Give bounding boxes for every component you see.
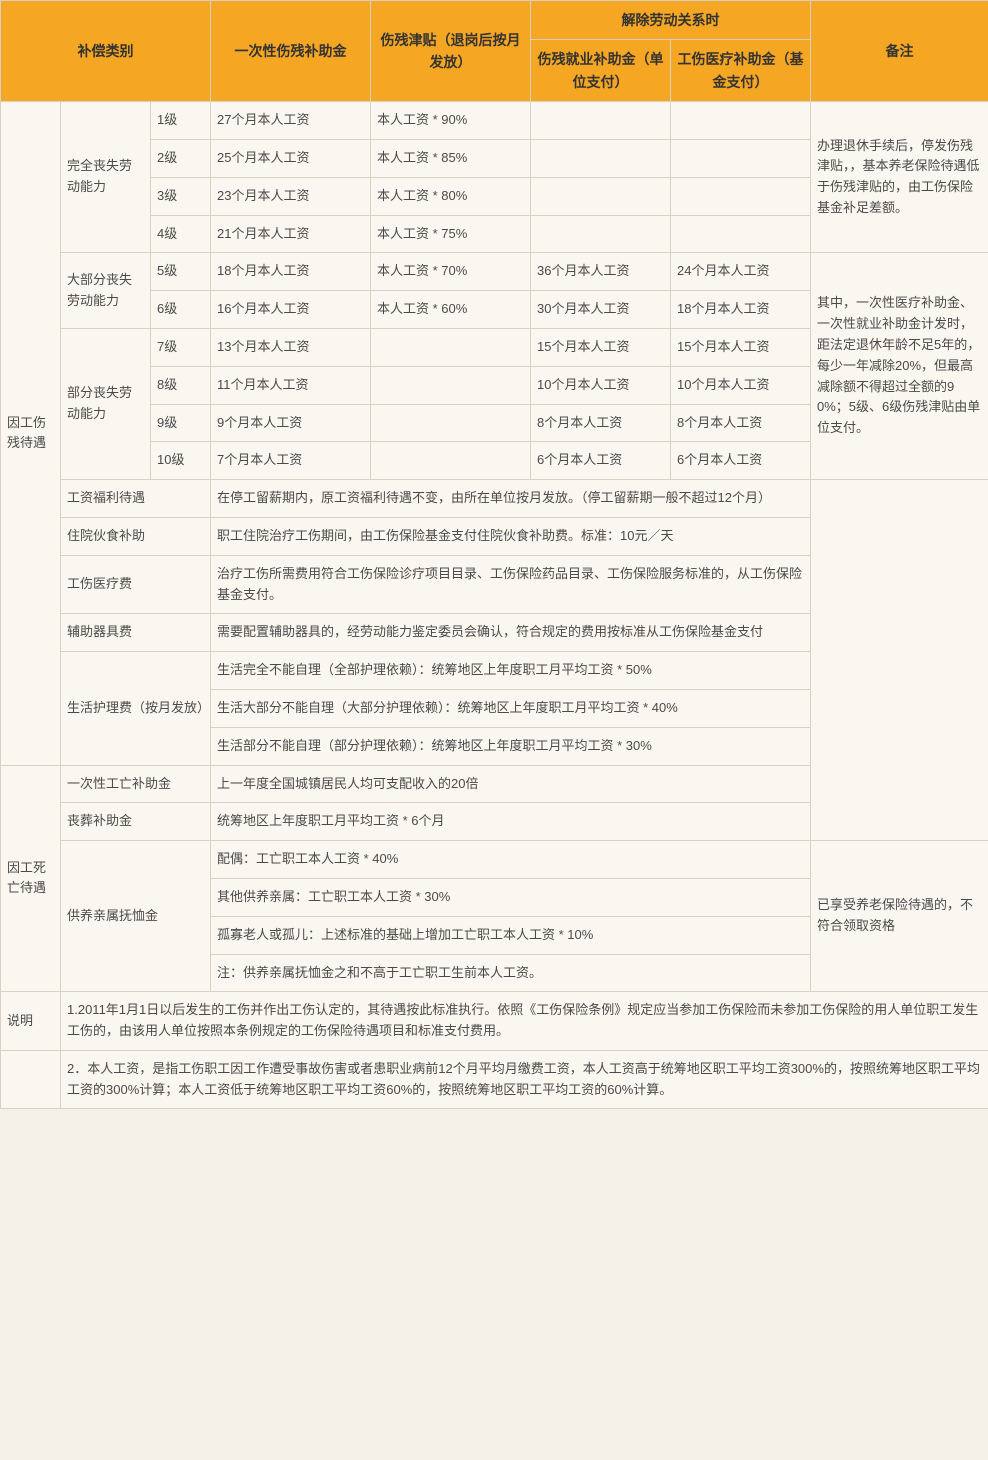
level-cell: 4级 — [151, 215, 211, 253]
pension-label: 供养亲属抚恤金 — [61, 841, 211, 992]
data-cell: 本人工资 * 70% — [371, 253, 531, 291]
header-employment-subsidy: 伤残就业补助金（单位支付） — [531, 40, 671, 102]
data-cell — [531, 102, 671, 140]
data-cell — [371, 366, 531, 404]
data-cell — [671, 177, 811, 215]
header-allowance: 伤残津贴（退岗后按月发放） — [371, 1, 531, 102]
extra-label: 住院伙食补助 — [61, 517, 211, 555]
data-cell: 11个月本人工资 — [211, 366, 371, 404]
data-cell: 8个月本人工资 — [531, 404, 671, 442]
data-cell — [671, 139, 811, 177]
nursing-text: 生活大部分不能自理（大部分护理依赖）：统筹地区上年度职工月平均工资 * 40% — [211, 689, 811, 727]
section-disability-label: 因工伤残待遇 — [1, 102, 61, 765]
table-row: 大部分丧失劳动能力 5级 18个月本人工资 本人工资 * 70% 36个月本人工… — [1, 253, 988, 291]
pension-text: 注：供养亲属抚恤金之和不高于工亡职工生前本人工资。 — [211, 954, 811, 992]
level-cell: 6级 — [151, 291, 211, 329]
pension-text: 孤寡老人或孤儿：上述标准的基础上增加工亡职工本人工资 * 10% — [211, 916, 811, 954]
extra-text: 在停工留薪期内，原工资福利待遇不变，由所在单位按月发放。（停工留薪期一般不超过1… — [211, 480, 811, 518]
nursing-text: 生活部分不能自理（部分护理依赖）：统筹地区上年度职工月平均工资 * 30% — [211, 727, 811, 765]
data-cell: 15个月本人工资 — [671, 328, 811, 366]
pension-text: 配偶：工亡职工本人工资 * 40% — [211, 841, 811, 879]
level-cell: 1级 — [151, 102, 211, 140]
pension-note: 已享受养老保险待遇的，不符合领取资格 — [811, 841, 988, 992]
notes-label: 说明 — [1, 992, 61, 1051]
data-cell: 18个月本人工资 — [671, 291, 811, 329]
data-cell — [531, 215, 671, 253]
data-cell: 本人工资 * 90% — [371, 102, 531, 140]
nursing-label: 生活护理费（按月发放） — [61, 652, 211, 765]
data-cell: 25个月本人工资 — [211, 139, 371, 177]
data-cell — [531, 139, 671, 177]
extra-label: 工资福利待遇 — [61, 480, 211, 518]
data-cell: 8个月本人工资 — [671, 404, 811, 442]
level-cell: 10级 — [151, 442, 211, 480]
header-termination-group: 解除劳动关系时 — [531, 1, 811, 40]
data-cell — [371, 404, 531, 442]
header-medical-subsidy: 工伤医疗补助金（基金支付） — [671, 40, 811, 102]
data-cell: 36个月本人工资 — [531, 253, 671, 291]
data-cell: 本人工资 * 85% — [371, 139, 531, 177]
table-row: 工资福利待遇 在停工留薪期内，原工资福利待遇不变，由所在单位按月发放。（停工留薪… — [1, 480, 988, 518]
data-cell: 6个月本人工资 — [671, 442, 811, 480]
table-row: 2．本人工资，是指工伤职工因工作遭受事故伤害或者患职业病前12个月平均月缴费工资… — [1, 1050, 988, 1109]
notes-label-empty — [1, 1050, 61, 1109]
notes-text: 2．本人工资，是指工伤职工因工作遭受事故伤害或者患职业病前12个月平均月缴费工资… — [61, 1050, 988, 1109]
group-full-loss-label: 完全丧失劳动能力 — [61, 102, 151, 253]
data-cell: 10个月本人工资 — [531, 366, 671, 404]
data-cell: 10个月本人工资 — [671, 366, 811, 404]
level-cell: 7级 — [151, 328, 211, 366]
death-row-label: 一次性工亡补助金 — [61, 765, 211, 803]
empty-note — [811, 480, 988, 841]
table-row: 供养亲属抚恤金 配偶：工亡职工本人工资 * 40% 已享受养老保险待遇的，不符合… — [1, 841, 988, 879]
data-cell: 6个月本人工资 — [531, 442, 671, 480]
extra-text: 职工住院治疗工伤期间，由工伤保险基金支付住院伙食补助费。标准：10元／天 — [211, 517, 811, 555]
data-cell: 本人工资 * 60% — [371, 291, 531, 329]
level-cell: 2级 — [151, 139, 211, 177]
data-cell: 本人工资 * 75% — [371, 215, 531, 253]
data-cell — [371, 442, 531, 480]
data-cell: 30个月本人工资 — [531, 291, 671, 329]
death-row-text: 统筹地区上年度职工月平均工资 * 6个月 — [211, 803, 811, 841]
data-cell — [671, 215, 811, 253]
header-category: 补偿类别 — [1, 1, 211, 102]
level-cell: 3级 — [151, 177, 211, 215]
data-cell — [671, 102, 811, 140]
death-row-label: 丧葬补助金 — [61, 803, 211, 841]
data-cell: 21个月本人工资 — [211, 215, 371, 253]
extra-label: 工伤医疗费 — [61, 555, 211, 614]
data-cell — [531, 177, 671, 215]
data-cell: 23个月本人工资 — [211, 177, 371, 215]
data-cell: 7个月本人工资 — [211, 442, 371, 480]
level-cell: 5级 — [151, 253, 211, 291]
data-cell: 本人工资 * 80% — [371, 177, 531, 215]
pension-text: 其他供养亲属：工亡职工本人工资 * 30% — [211, 878, 811, 916]
table-row: 说明 1.2011年1月1日以后发生的工伤并作出工伤认定的，其待遇按此标准执行。… — [1, 992, 988, 1051]
group-partial-loss-label: 部分丧失劳动能力 — [61, 328, 151, 479]
data-cell: 13个月本人工资 — [211, 328, 371, 366]
death-row-text: 上一年度全国城镇居民人均可支配收入的20倍 — [211, 765, 811, 803]
level-cell: 8级 — [151, 366, 211, 404]
extra-text: 治疗工伤所需费用符合工伤保险诊疗项目目录、工伤保险药品目录、工伤保险服务标准的，… — [211, 555, 811, 614]
data-cell — [371, 328, 531, 366]
note-cell: 其中，一次性医疗补助金、一次性就业补助金计发时，距法定退休年龄不足5年的，每少一… — [811, 253, 988, 480]
data-cell: 24个月本人工资 — [671, 253, 811, 291]
data-cell: 27个月本人工资 — [211, 102, 371, 140]
level-cell: 9级 — [151, 404, 211, 442]
data-cell: 15个月本人工资 — [531, 328, 671, 366]
header-lumpsum: 一次性伤残补助金 — [211, 1, 371, 102]
data-cell: 9个月本人工资 — [211, 404, 371, 442]
data-cell: 18个月本人工资 — [211, 253, 371, 291]
extra-label: 辅助器具费 — [61, 614, 211, 652]
extra-text: 需要配置辅助器具的，经劳动能力鉴定委员会确认，符合规定的费用按标准从工伤保险基金… — [211, 614, 811, 652]
header-row-1: 补偿类别 一次性伤残补助金 伤残津贴（退岗后按月发放） 解除劳动关系时 备注 — [1, 1, 988, 40]
header-remark: 备注 — [811, 1, 988, 102]
data-cell: 16个月本人工资 — [211, 291, 371, 329]
compensation-table: 补偿类别 一次性伤残补助金 伤残津贴（退岗后按月发放） 解除劳动关系时 备注 伤… — [0, 0, 988, 1109]
table-row: 因工伤残待遇 完全丧失劳动能力 1级 27个月本人工资 本人工资 * 90% 办… — [1, 102, 988, 140]
notes-text: 1.2011年1月1日以后发生的工伤并作出工伤认定的，其待遇按此标准执行。依照《… — [61, 992, 988, 1051]
section-death-label: 因工死亡待遇 — [1, 765, 61, 992]
nursing-text: 生活完全不能自理（全部护理依赖）：统筹地区上年度职工月平均工资 * 50% — [211, 652, 811, 690]
note-cell: 办理退休手续后，停发伤残津贴，，基本养老保险待遇低于伤残津贴的，由工伤保险基金补… — [811, 102, 988, 253]
group-major-loss-label: 大部分丧失劳动能力 — [61, 253, 151, 329]
